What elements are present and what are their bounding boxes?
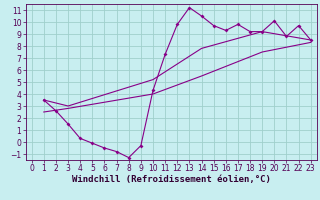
X-axis label: Windchill (Refroidissement éolien,°C): Windchill (Refroidissement éolien,°C) xyxy=(72,175,271,184)
